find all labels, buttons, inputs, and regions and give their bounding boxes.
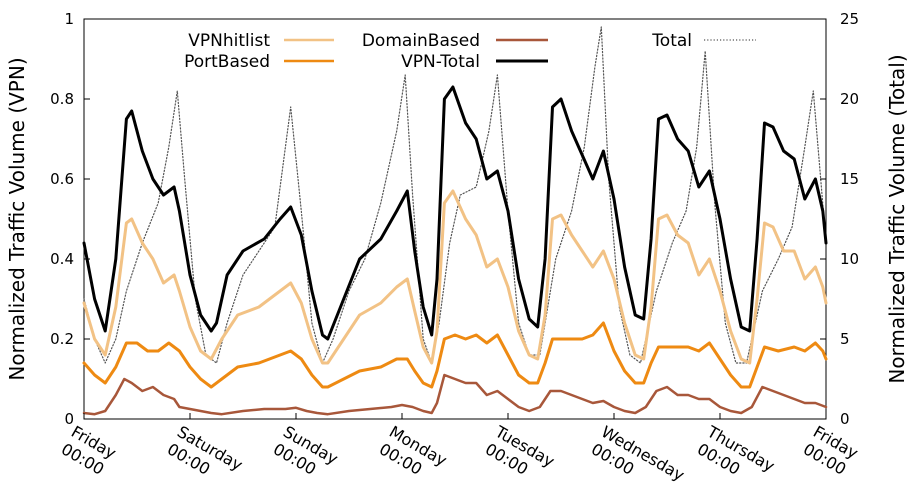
y-left-tick-label: 0.2: [50, 330, 74, 348]
y-left-tick-label: 0: [64, 410, 74, 428]
y-axis-left: 0 0.2 0.4 0.6 0.8 1: [50, 10, 90, 428]
plot-frame: [83, 18, 827, 420]
y-left-tick-label: 0.4: [50, 250, 74, 268]
series-line-portbased: [82, 321, 828, 389]
legend-label-vpn-total: VPN-Total: [401, 52, 480, 72]
y-axis-right: 0 5 10 15 20 25: [820, 10, 859, 428]
y-right-tick-label: 10: [840, 250, 859, 268]
y-left-tick-label: 0.6: [50, 170, 74, 188]
legend-label-domainbased: DomainBased: [362, 31, 480, 51]
y-right-tick-label: 0: [840, 410, 850, 428]
y-left-tick-label: 0.8: [50, 90, 74, 108]
y-right-tick-label: 20: [840, 90, 859, 108]
y-right-tick-label: 5: [840, 330, 850, 348]
legend-label-vpnhitlist: VPNhitlist: [188, 31, 270, 51]
series-line-domainbased: [82, 373, 828, 416]
y-right-tick-label: 25: [840, 10, 859, 28]
y-left-tick-label: 1: [64, 10, 74, 28]
y-axis-left-label: Normalized Traffic Volume (VPN): [5, 57, 29, 380]
series-layer: [82, 26, 828, 416]
series-line-vpn-total: [82, 85, 828, 341]
series-line-vpnhitlist: [82, 189, 828, 365]
y-axis-right-label: Normalized Traffic Volume (Total): [885, 54, 909, 383]
legend-label-total: Total: [651, 31, 692, 51]
legend-label-portbased: PortBased: [184, 52, 270, 72]
series-line-total: [83, 26, 827, 364]
y-right-tick-label: 15: [840, 170, 859, 188]
